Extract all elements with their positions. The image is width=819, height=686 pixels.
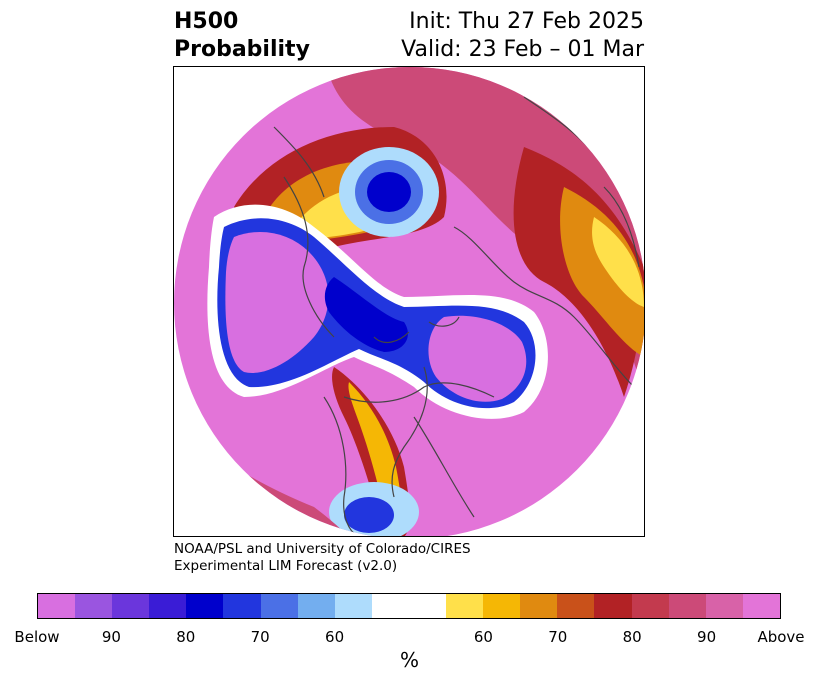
credit-line-1: NOAA/PSL and University of Colorado/CIRE… [174, 541, 471, 557]
credit-line-2: Experimental LIM Forecast (v2.0) [174, 558, 398, 574]
polar-map [174, 67, 644, 536]
coastline-europe [453, 226, 635, 388]
coastline-arctic-islands [373, 316, 460, 344]
field-ridge-orange [560, 187, 644, 357]
colorbar-segment [557, 594, 595, 618]
colorbar-segment [260, 594, 298, 618]
colorbar-segment [149, 594, 187, 618]
colorbar-segment [371, 594, 447, 618]
colorbar-segment [223, 594, 261, 618]
colorbar-segment [446, 594, 484, 618]
colorbar-segment [742, 594, 780, 618]
colorbar-segment [186, 594, 224, 618]
title-left: H500 Probability [174, 8, 310, 64]
coastline-asia [273, 126, 335, 338]
colorbar-segment [112, 594, 150, 618]
title-right: Init: Thu 27 Feb 2025 Valid: 23 Feb – 01… [401, 8, 644, 64]
colorbar-ticks: Below 90 80 70 60 60 70 80 90 Above [14, 628, 804, 646]
colorbar-tick-label: 70 [250, 628, 270, 646]
colorbar-segment [38, 594, 76, 618]
valid-range: Valid: 23 Feb – 01 Mar [401, 37, 644, 62]
credit-text: NOAA/PSL and University of Colorado/CIRE… [174, 541, 471, 575]
colorbar-tick-label: 90 [697, 628, 717, 646]
init-date: Init: Thu 27 Feb 2025 [409, 9, 644, 34]
colorbar-tick-label: 90 [101, 628, 121, 646]
colorbar-segment [520, 594, 558, 618]
colorbar-segment [594, 594, 632, 618]
colorbar-segment [75, 594, 113, 618]
colorbar-segment [334, 594, 372, 618]
colorbar-segment [483, 594, 521, 618]
colorbar-tick-label: 80 [176, 628, 196, 646]
coastline-greenland [391, 366, 428, 498]
colorbar-unit: % [399, 648, 419, 672]
field-center-trough [324, 277, 408, 352]
coastlines [273, 96, 640, 536]
coastline-north-america [323, 382, 495, 536]
field-ridge-yellow [592, 217, 644, 307]
colorbar-tick-label: 60 [325, 628, 345, 646]
colorbar-segment [705, 594, 743, 618]
colorbar-tick-label: 60 [473, 628, 493, 646]
colorbar [37, 593, 781, 619]
colorbar-segment [297, 594, 335, 618]
field-east-trough-core [428, 315, 527, 402]
colorbar-tick-label: Above [757, 628, 805, 646]
field-south-low-core [344, 497, 394, 533]
colorbar-tick-label: 70 [548, 628, 568, 646]
colorbar-tick-label: Below [14, 628, 60, 646]
title-product: Probability [174, 37, 310, 62]
pole-marker [405, 298, 413, 306]
field-north-low-core [367, 172, 411, 212]
map-panel [173, 66, 645, 537]
field-west-trough-core [225, 232, 329, 373]
title-variable: H500 [174, 9, 239, 34]
colorbar-segment [631, 594, 669, 618]
colorbar-tick-label: 80 [622, 628, 642, 646]
colorbar-segment [668, 594, 706, 618]
